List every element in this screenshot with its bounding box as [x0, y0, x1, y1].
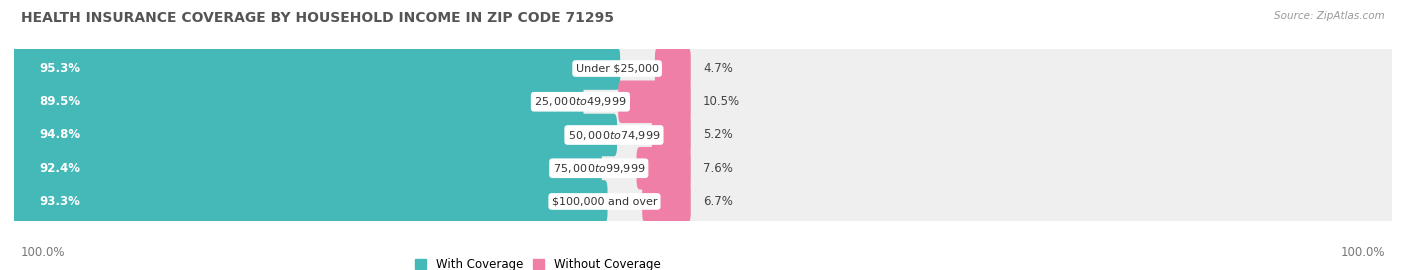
Text: 100.0%: 100.0% [21, 246, 66, 259]
Text: Source: ZipAtlas.com: Source: ZipAtlas.com [1274, 11, 1385, 21]
FancyBboxPatch shape [643, 180, 690, 223]
Text: 95.3%: 95.3% [39, 62, 80, 75]
Text: 6.7%: 6.7% [703, 195, 733, 208]
FancyBboxPatch shape [11, 80, 583, 123]
FancyBboxPatch shape [11, 110, 1395, 160]
FancyBboxPatch shape [619, 80, 690, 123]
FancyBboxPatch shape [11, 147, 602, 190]
FancyBboxPatch shape [11, 180, 607, 223]
FancyBboxPatch shape [637, 147, 690, 190]
FancyBboxPatch shape [652, 114, 690, 156]
Text: 89.5%: 89.5% [39, 95, 80, 108]
FancyBboxPatch shape [655, 47, 690, 90]
Text: 7.6%: 7.6% [703, 162, 733, 175]
Text: 4.7%: 4.7% [703, 62, 733, 75]
Text: 10.5%: 10.5% [703, 95, 740, 108]
Text: $50,000 to $74,999: $50,000 to $74,999 [568, 129, 661, 141]
FancyBboxPatch shape [11, 77, 1395, 126]
Text: 94.8%: 94.8% [39, 129, 80, 141]
Text: 92.4%: 92.4% [39, 162, 80, 175]
Legend: With Coverage, Without Coverage: With Coverage, Without Coverage [415, 258, 661, 270]
FancyBboxPatch shape [11, 144, 1395, 193]
Text: $25,000 to $49,999: $25,000 to $49,999 [534, 95, 627, 108]
Text: $100,000 and over: $100,000 and over [551, 197, 657, 207]
Text: 93.3%: 93.3% [39, 195, 80, 208]
Text: Under $25,000: Under $25,000 [575, 63, 658, 73]
FancyBboxPatch shape [11, 44, 1395, 93]
Text: $75,000 to $99,999: $75,000 to $99,999 [553, 162, 645, 175]
FancyBboxPatch shape [11, 177, 1395, 226]
FancyBboxPatch shape [11, 114, 617, 156]
Text: 100.0%: 100.0% [1340, 246, 1385, 259]
Text: HEALTH INSURANCE COVERAGE BY HOUSEHOLD INCOME IN ZIP CODE 71295: HEALTH INSURANCE COVERAGE BY HOUSEHOLD I… [21, 11, 614, 25]
FancyBboxPatch shape [11, 47, 620, 90]
Text: 5.2%: 5.2% [703, 129, 733, 141]
